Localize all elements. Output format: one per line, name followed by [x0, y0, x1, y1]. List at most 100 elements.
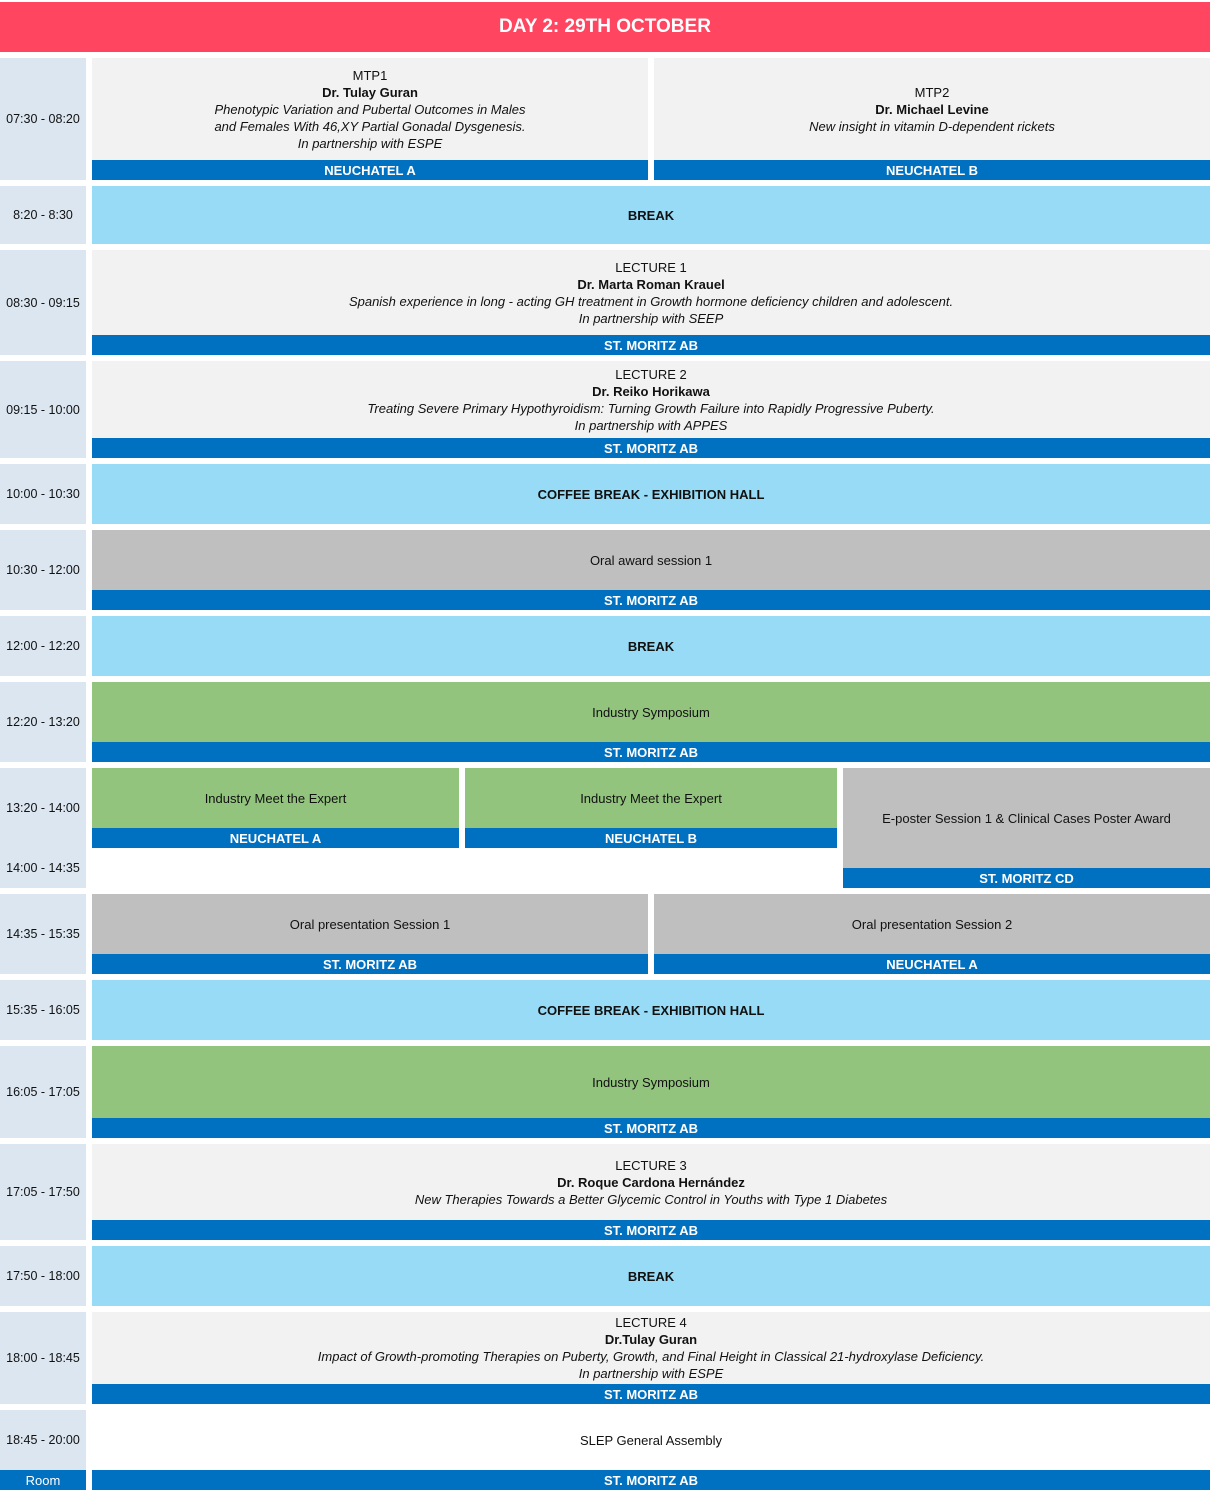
session-text: MTP1 — [352, 67, 388, 83]
session-cell: Oral presentation Session 1 — [92, 894, 648, 954]
session-cell: Oral presentation Session 2 — [654, 894, 1210, 954]
session-text: Industry Symposium — [592, 704, 710, 720]
session-text: New Therapies Towards a Better Glycemic … — [414, 1191, 888, 1207]
session-text: Dr. Roque Cardona Hernández — [557, 1174, 745, 1190]
room-bar: ST. MORITZ AB — [92, 1118, 1210, 1138]
time-column: 15:35 - 16:05 — [0, 980, 86, 1040]
session-text: Oral presentation Session 2 — [851, 916, 1013, 932]
room-bar: NEUCHATEL B — [654, 160, 1210, 180]
session-text: Impact of Growth-promoting Therapies on … — [317, 1349, 985, 1364]
time-label: 15:35 - 16:05 — [0, 980, 86, 1040]
session-text: Dr. Marta Roman Krauel — [577, 276, 725, 292]
session-text: Dr. Michael Levine — [875, 101, 989, 117]
session-text: Dr. Reiko Horikawa — [592, 383, 710, 399]
session-text: New insight in vitamin D-dependent ricke… — [809, 118, 1055, 134]
session-text: Dr.Tulay Guran — [604, 1332, 698, 1347]
session-text: In partnership with ESPE — [297, 135, 443, 151]
time-label: 10:00 - 10:30 — [0, 464, 86, 524]
room-bar: ST. MORITZ AB — [92, 1470, 1210, 1490]
room-bar: ST. MORITZ AB — [92, 1384, 1210, 1404]
session-text: In partnership with SEEP — [578, 310, 724, 326]
session-text: Industry Meet the Expert — [580, 790, 722, 806]
time-label: 16:05 - 17:05 — [0, 1046, 86, 1138]
time-column: 17:50 - 18:00 — [0, 1246, 86, 1306]
session-text: E-poster Session 1 & Clinical Cases Post… — [882, 810, 1171, 826]
day-header: DAY 2: 29TH OCTOBER — [0, 2, 1210, 52]
room-bar: ST. MORITZ AB — [92, 335, 1210, 355]
room-label: Room — [0, 1470, 86, 1490]
time-column: 17:05 - 17:50 — [0, 1144, 86, 1240]
time-label: 14:00 - 14:35 — [0, 848, 86, 888]
session-cell: COFFEE BREAK - EXHIBITION HALL — [92, 464, 1210, 524]
time-label: 08:30 - 09:15 — [0, 250, 86, 355]
session-cell: LECTURE 2 Dr. Reiko Horikawa Treating Seve… — [92, 361, 1210, 438]
time-label: 8:20 - 8:30 — [0, 186, 86, 244]
room-bar: NEUCHATEL A — [92, 160, 648, 180]
session-cell: Industry Meet the Expert — [92, 768, 459, 828]
time-column: 10:00 - 10:30 — [0, 464, 86, 524]
room-bar: ST. MORITZ CD — [843, 868, 1210, 888]
time-label: 12:00 - 12:20 — [0, 616, 86, 676]
session-text: BREAK — [627, 207, 675, 223]
session-text: COFFEE BREAK - EXHIBITION HALL — [537, 486, 765, 502]
time-column: 09:15 - 10:00 — [0, 361, 86, 458]
session-text: In partnership with APPES — [574, 417, 728, 433]
session-cell: E-poster Session 1 & Clinical Cases Post… — [843, 768, 1210, 868]
session-text: LECTURE 4 — [615, 1315, 687, 1330]
time-label: 07:30 - 08:20 — [0, 58, 86, 180]
session-text: Industry Symposium — [592, 1074, 710, 1090]
time-label: 17:05 - 17:50 — [0, 1144, 86, 1240]
time-column: 10:30 - 12:00 — [0, 530, 86, 610]
session-text: COFFEE BREAK - EXHIBITION HALL — [537, 1002, 765, 1018]
session-cell: LECTURE 3 Dr. Roque Cardona Hernández New … — [92, 1144, 1210, 1220]
session-text: Oral award session 1 — [589, 552, 713, 568]
session-text: LECTURE 1 — [615, 259, 687, 275]
session-cell: COFFEE BREAK - EXHIBITION HALL — [92, 980, 1210, 1040]
session-cell: LECTURE 4 Dr.Tulay Guran Impact of Growth-… — [92, 1312, 1210, 1384]
room-bar: ST. MORITZ AB — [92, 1220, 1210, 1240]
session-text: Phenotypic Variation and Pubertal Outcom… — [214, 101, 526, 117]
time-label: 10:30 - 12:00 — [0, 530, 86, 610]
time-label: 18:00 - 18:45 — [0, 1312, 86, 1404]
time-column: 12:20 - 13:20 — [0, 682, 86, 762]
session-cell: SLEP General Assembly — [92, 1410, 1210, 1470]
room-bar: ST. MORITZ AB — [92, 954, 648, 974]
session-cell: BREAK — [92, 1246, 1210, 1306]
room-bar: ST. MORITZ AB — [92, 742, 1210, 762]
session-text: LECTURE 3 — [615, 1157, 687, 1173]
session-cell: Industry Symposium — [92, 1046, 1210, 1118]
time-label: 12:20 - 13:20 — [0, 682, 86, 762]
time-column: 14:35 - 15:35 — [0, 894, 86, 974]
time-label: 17:50 - 18:00 — [0, 1246, 86, 1306]
room-bar: ST. MORITZ AB — [92, 438, 1210, 458]
session-cell: MTP1 Dr. Tulay Guran Phenotypic Variation … — [92, 58, 648, 160]
session-text: MTP2 — [914, 84, 950, 100]
time-column: 13:20 - 14:00 14:00 - 14:35 — [0, 768, 86, 888]
session-text: In partnership with ESPE — [578, 1366, 724, 1381]
session-text: BREAK — [627, 638, 675, 654]
room-bar: NEUCHATEL B — [465, 828, 837, 848]
time-column: 08:30 - 09:15 — [0, 250, 86, 355]
session-cell: BREAK — [92, 186, 1210, 244]
time-label: 09:15 - 10:00 — [0, 361, 86, 458]
time-column: 16:05 - 17:05 — [0, 1046, 86, 1138]
session-text: Dr. Tulay Guran — [322, 84, 418, 100]
session-text: Industry Meet the Expert — [204, 790, 347, 806]
time-label: 14:35 - 15:35 — [0, 894, 86, 974]
room-bar: NEUCHATEL A — [654, 954, 1210, 974]
time-column: 8:20 - 8:30 — [0, 186, 86, 244]
time-label: 13:20 - 14:00 — [0, 768, 86, 848]
session-text: LECTURE 2 — [615, 366, 687, 382]
session-cell: Oral award session 1 — [92, 530, 1210, 590]
session-text: and Females With 46,XY Partial Gonadal D… — [214, 118, 526, 134]
time-column: 18:45 - 20:00 — [0, 1410, 86, 1470]
session-text: Spanish experience in long - acting GH t… — [348, 293, 954, 309]
room-bar: NEUCHATEL A — [92, 828, 459, 848]
session-text: BREAK — [627, 1268, 675, 1284]
time-column: 12:00 - 12:20 — [0, 616, 86, 676]
session-cell: BREAK — [92, 616, 1210, 676]
time-label: 18:45 - 20:00 — [0, 1410, 86, 1470]
session-cell: LECTURE 1 Dr. Marta Roman Krauel Spanish e… — [92, 250, 1210, 335]
session-text: Oral presentation Session 1 — [289, 916, 451, 932]
